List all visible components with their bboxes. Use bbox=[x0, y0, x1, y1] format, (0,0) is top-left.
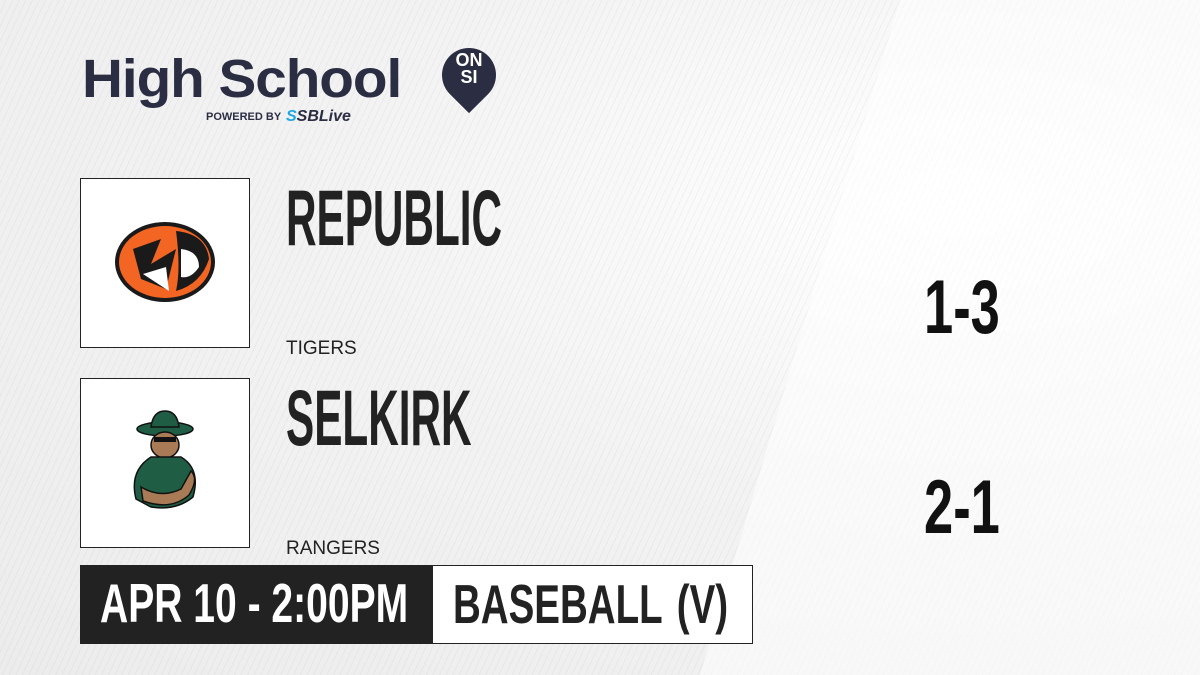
sblive-s-icon: S bbox=[286, 108, 297, 125]
selkirk-team-logo bbox=[80, 378, 250, 548]
republic-team-logo bbox=[80, 178, 250, 348]
sblive-logo: SSBLive bbox=[286, 108, 351, 126]
ranger-logo-icon bbox=[133, 410, 196, 509]
away-team-name: SELKIRK bbox=[286, 373, 472, 462]
game-datetime-box: APR 10 - 2:00PM bbox=[80, 565, 432, 644]
game-sport: BASEBALL (V) bbox=[453, 573, 729, 635]
home-team-record: 1-3 bbox=[924, 265, 1000, 350]
brand-title: High School bbox=[82, 49, 402, 109]
game-datetime: APR 10 - 2:00PM bbox=[100, 572, 409, 634]
home-team-name: REPUBLIC bbox=[286, 173, 503, 262]
game-sport-box: BASEBALL (V) bbox=[432, 565, 753, 644]
powered-by-label: POWERED BY bbox=[206, 111, 282, 123]
sblive-text: SBLive bbox=[296, 108, 351, 125]
badge-line-1: ON bbox=[455, 50, 483, 70]
home-team-mascot: TIGERS bbox=[286, 338, 357, 359]
away-team-mascot: RANGERS bbox=[286, 538, 380, 559]
away-team-record: 2-1 bbox=[924, 465, 1000, 550]
on-si-badge: ON SI bbox=[442, 50, 496, 87]
badge-line-2: SI bbox=[460, 67, 478, 87]
tiger-logo-icon bbox=[115, 222, 215, 302]
